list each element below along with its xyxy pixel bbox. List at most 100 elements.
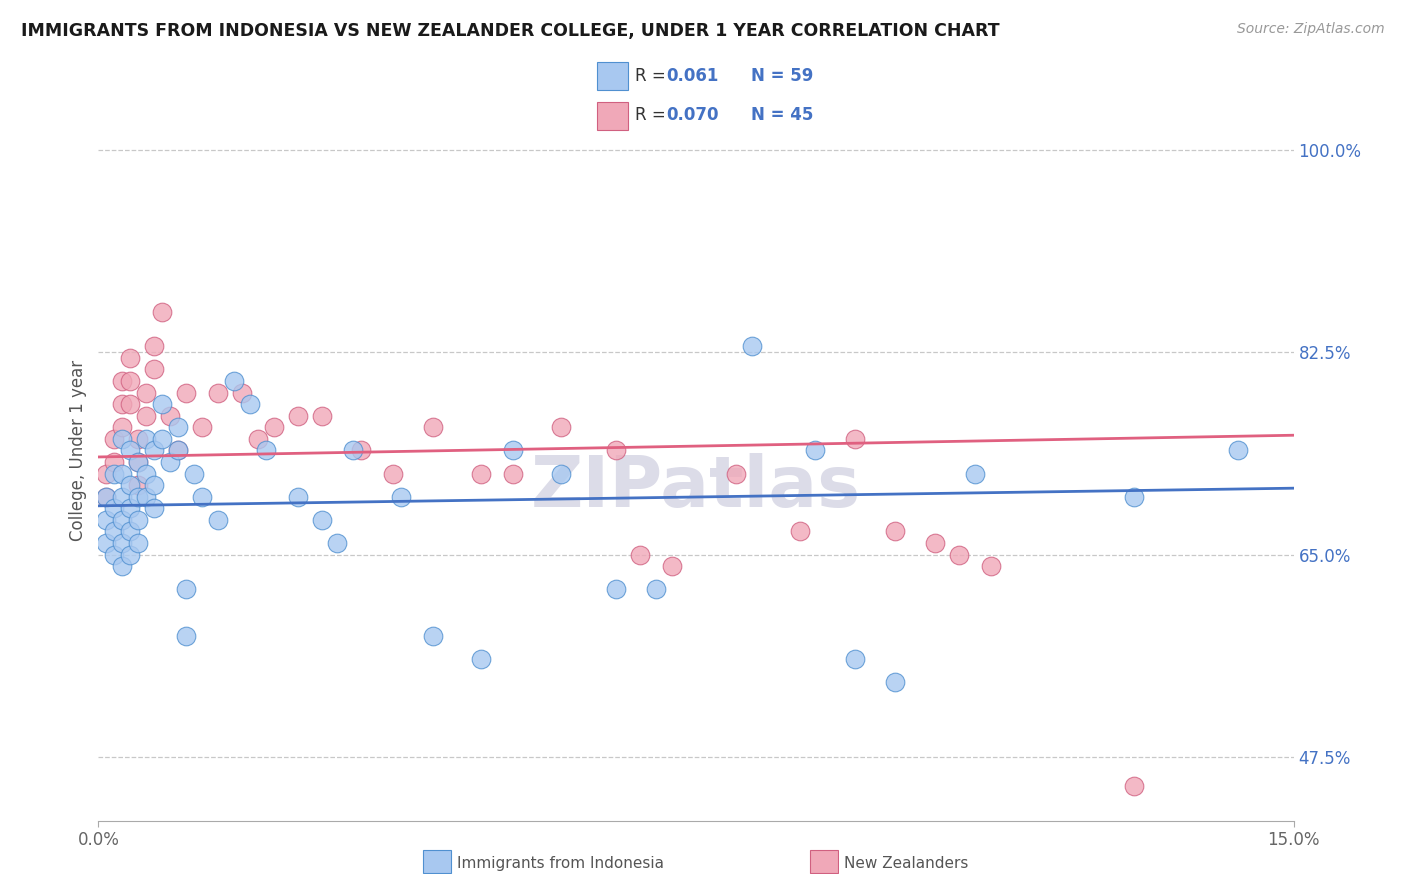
Point [120, 397, 142, 411]
Point [96, 490, 118, 504]
Point [127, 432, 149, 446]
Point [948, 548, 970, 562]
Point [143, 362, 166, 376]
Point [159, 409, 181, 423]
Point [550, 420, 572, 434]
Point [605, 582, 627, 597]
Point [1226, 443, 1249, 458]
Point [1123, 490, 1146, 504]
Point [120, 524, 142, 539]
Point [135, 432, 157, 446]
Point [239, 397, 262, 411]
Text: 0.061: 0.061 [666, 68, 718, 86]
Point [127, 513, 149, 527]
Point [127, 490, 149, 504]
Point [884, 524, 907, 539]
Point [844, 432, 866, 446]
Point [167, 443, 190, 458]
Point [135, 467, 157, 481]
Bar [596, 102, 627, 130]
Point [120, 548, 142, 562]
Point [127, 455, 149, 469]
Point [350, 443, 373, 458]
Point [159, 455, 181, 469]
Point [661, 559, 683, 574]
Point [143, 478, 166, 492]
Point [287, 409, 309, 423]
Point [222, 374, 245, 388]
Text: Immigrants from Indonesia: Immigrants from Indonesia [457, 856, 664, 871]
Point [311, 513, 333, 527]
Point [326, 536, 349, 550]
Point [470, 651, 492, 665]
Point [96, 490, 118, 504]
Point [191, 420, 214, 434]
Point [1123, 779, 1146, 793]
Point [287, 490, 309, 504]
Text: N = 59: N = 59 [751, 68, 814, 86]
Point [127, 455, 149, 469]
Point [143, 501, 166, 516]
Text: R =: R = [636, 106, 666, 124]
Point [111, 467, 134, 481]
Point [150, 397, 173, 411]
Point [311, 409, 333, 423]
Point [167, 420, 190, 434]
Point [120, 478, 142, 492]
Point [550, 467, 572, 481]
Point [150, 432, 173, 446]
Point [422, 420, 444, 434]
Point [789, 524, 811, 539]
Text: R =: R = [636, 68, 666, 86]
Point [111, 397, 134, 411]
Point [103, 501, 125, 516]
Point [135, 385, 157, 400]
Point [120, 374, 142, 388]
Point [103, 524, 125, 539]
Point [120, 443, 142, 458]
Point [502, 467, 524, 481]
Point [111, 420, 134, 434]
Point [143, 443, 166, 458]
Point [120, 501, 142, 516]
Point [174, 582, 197, 597]
Point [135, 409, 157, 423]
Text: IMMIGRANTS FROM INDONESIA VS NEW ZEALANDER COLLEGE, UNDER 1 YEAR CORRELATION CHA: IMMIGRANTS FROM INDONESIA VS NEW ZEALAND… [21, 22, 1000, 40]
Point [342, 443, 364, 458]
Point [150, 304, 173, 318]
Point [382, 467, 405, 481]
Point [741, 339, 763, 353]
Point [924, 536, 946, 550]
Point [724, 467, 747, 481]
Point [103, 548, 125, 562]
Point [167, 443, 190, 458]
Point [174, 629, 197, 643]
Point [143, 339, 166, 353]
Point [127, 478, 149, 492]
Point [111, 513, 134, 527]
Point [470, 467, 492, 481]
Point [103, 455, 125, 469]
Point [804, 443, 827, 458]
Point [963, 467, 986, 481]
Text: ZIPatlas: ZIPatlas [531, 453, 860, 522]
Point [207, 513, 229, 527]
Text: N = 45: N = 45 [751, 106, 814, 124]
Point [127, 536, 149, 550]
Text: New Zealanders: New Zealanders [844, 856, 967, 871]
Point [120, 351, 142, 365]
Point [103, 432, 125, 446]
Point [111, 536, 134, 550]
Point [96, 536, 118, 550]
Point [422, 629, 444, 643]
Point [628, 548, 651, 562]
Point [111, 490, 134, 504]
Point [207, 385, 229, 400]
Point [263, 420, 285, 434]
Point [884, 674, 907, 689]
Point [502, 443, 524, 458]
Point [980, 559, 1002, 574]
Point [246, 432, 269, 446]
Text: Source: ZipAtlas.com: Source: ZipAtlas.com [1237, 22, 1385, 37]
Point [96, 513, 118, 527]
